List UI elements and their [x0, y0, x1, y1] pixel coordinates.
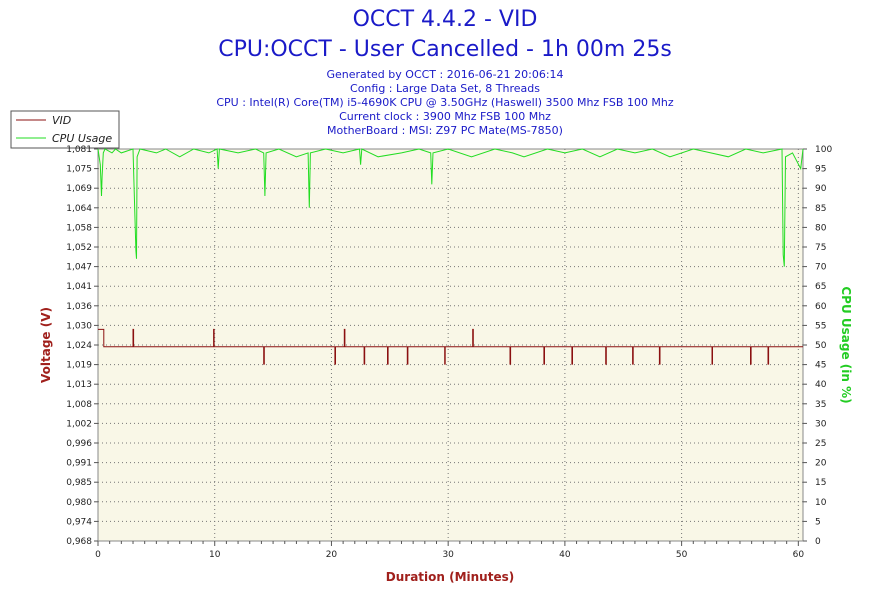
y2-tick-label: 25 — [815, 439, 826, 449]
y-tick-label: 1,075 — [66, 165, 92, 175]
y-tick-label: 1,081 — [66, 145, 92, 155]
y-tick-label: 0,968 — [66, 537, 92, 547]
y2-tick-label: 70 — [815, 263, 827, 273]
y2-tick-label: 15 — [815, 478, 826, 488]
grid — [98, 149, 803, 541]
y-tick-label: 1,024 — [66, 341, 92, 351]
legend-box — [10, 110, 120, 149]
y-tick-label: 0,980 — [66, 498, 92, 508]
info-line-config: Config : Large Data Set, 8 Threads — [350, 82, 540, 95]
y-tick-label: 1,041 — [66, 282, 92, 292]
series-line-cpu-usage — [97, 148, 804, 267]
x-tick-label: 60 — [793, 550, 805, 560]
y2-tick-label: 60 — [815, 302, 827, 312]
y2-tick-label: 40 — [815, 380, 827, 390]
axis-ticks: 0,968 0,974 0,980 0,985 0,991 0,996 1,002 1,008… — [66, 145, 832, 560]
legend-label-cpu-usage: CPU Usage — [52, 132, 112, 145]
y-tick-label: 1,008 — [66, 400, 92, 410]
x-tick-label: 50 — [676, 550, 688, 560]
series-group — [97, 148, 804, 365]
y-tick-label: 1,002 — [66, 419, 92, 429]
y2-tick-label: 55 — [815, 321, 826, 331]
y-tick-label: 1,030 — [66, 321, 92, 331]
info-line-cpu: CPU : Intel(R) Core(TM) i5-4690K CPU @ 3… — [216, 96, 674, 109]
y2-axis-label: CPU Usage (in %) — [839, 286, 853, 403]
y2-tick-label: 95 — [815, 165, 826, 175]
x-axis-label: Duration (Minutes) — [386, 570, 514, 584]
y-tick-label: 1,036 — [66, 302, 92, 312]
y-tick-label: 1,069 — [66, 184, 92, 194]
y-tick-label: 0,996 — [66, 439, 92, 449]
x-tick-label: 30 — [442, 550, 454, 560]
y2-tick-label: 50 — [815, 341, 827, 351]
y-tick-label: 1,058 — [66, 223, 92, 233]
info-line-clock: Current clock : 3900 Mhz FSB 100 Mhz — [339, 110, 551, 123]
y-tick-label: 1,047 — [66, 263, 92, 273]
chart-subtitle: CPU:OCCT - User Cancelled - 1h 00m 25s — [218, 37, 672, 62]
chart-title: OCCT 4.4.2 - VID — [353, 7, 538, 32]
x-tick-label: 0 — [95, 550, 101, 560]
legend-label-vid: VID — [52, 114, 71, 127]
y-tick-label: 0,991 — [66, 459, 92, 469]
y2-tick-label: 90 — [815, 184, 827, 194]
x-tick-label: 40 — [559, 550, 571, 560]
series-line-vid — [98, 328, 803, 365]
y-tick-label: 1,019 — [66, 361, 92, 371]
y2-tick-label: 30 — [815, 419, 827, 429]
info-line-generated: Generated by OCCT : 2016-06-21 20:06:14 — [326, 68, 563, 81]
y-tick-label: 1,052 — [66, 243, 92, 253]
y2-tick-label: 5 — [815, 517, 821, 527]
y2-tick-label: 45 — [815, 361, 826, 371]
y-axis-label: Voltage (V) — [39, 307, 53, 383]
y2-tick-label: 75 — [815, 243, 826, 253]
y2-tick-label: 65 — [815, 282, 826, 292]
y-tick-label: 1,064 — [66, 204, 92, 214]
info-line-motherboard: MotherBoard : MSI: Z97 PC Mate(MS-7850) — [327, 124, 563, 137]
y2-tick-label: 0 — [815, 537, 821, 547]
y2-tick-label: 35 — [815, 400, 826, 410]
y-tick-label: 0,974 — [66, 517, 92, 527]
y2-tick-label: 80 — [815, 223, 827, 233]
y-tick-label: 1,013 — [66, 380, 92, 390]
x-tick-label: 20 — [326, 550, 338, 560]
y-tick-label: 0,985 — [66, 478, 92, 488]
y2-tick-label: 85 — [815, 204, 826, 214]
y2-tick-label: 100 — [815, 145, 832, 155]
y2-tick-label: 20 — [815, 459, 827, 469]
y2-tick-label: 10 — [815, 498, 827, 508]
legend: VID CPU Usage — [10, 110, 120, 149]
x-tick-label: 10 — [209, 550, 221, 560]
